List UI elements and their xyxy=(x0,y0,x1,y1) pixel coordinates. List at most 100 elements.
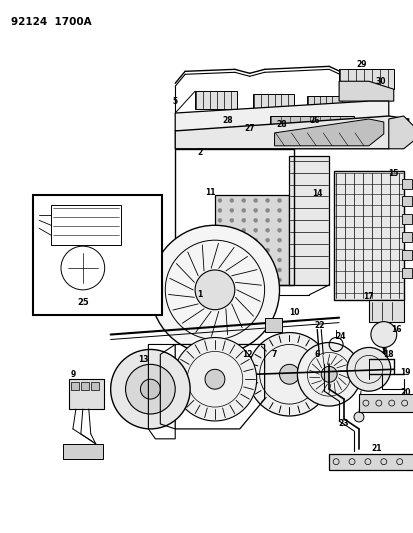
Circle shape xyxy=(229,208,233,212)
Text: 30: 30 xyxy=(375,77,385,86)
Text: 23: 23 xyxy=(338,419,349,429)
Circle shape xyxy=(353,412,363,422)
Text: 29: 29 xyxy=(356,60,366,69)
Text: 9: 9 xyxy=(70,370,75,379)
Polygon shape xyxy=(269,116,353,126)
Bar xyxy=(401,232,411,242)
Bar xyxy=(252,94,294,112)
Bar xyxy=(264,318,282,332)
Circle shape xyxy=(265,198,269,203)
Bar xyxy=(214,196,289,285)
Circle shape xyxy=(370,321,396,348)
Circle shape xyxy=(346,348,390,391)
Circle shape xyxy=(279,365,299,384)
Text: 26: 26 xyxy=(308,117,319,125)
Text: 15: 15 xyxy=(388,169,398,178)
Circle shape xyxy=(265,208,269,212)
Circle shape xyxy=(241,238,245,242)
Circle shape xyxy=(110,350,190,429)
Bar xyxy=(63,444,102,459)
Circle shape xyxy=(253,228,257,232)
Circle shape xyxy=(253,268,257,272)
Text: 5: 5 xyxy=(172,96,177,106)
Circle shape xyxy=(241,228,245,232)
Text: 2: 2 xyxy=(197,148,202,157)
Bar xyxy=(328,454,413,470)
Text: 27: 27 xyxy=(244,124,254,133)
Circle shape xyxy=(217,208,221,212)
Circle shape xyxy=(173,337,256,421)
Text: 92124  1700A: 92124 1700A xyxy=(11,17,92,27)
Circle shape xyxy=(241,268,245,272)
Circle shape xyxy=(253,278,257,282)
Circle shape xyxy=(265,258,269,262)
Circle shape xyxy=(265,228,269,232)
Circle shape xyxy=(253,258,257,262)
Circle shape xyxy=(265,248,269,252)
Circle shape xyxy=(217,268,221,272)
Circle shape xyxy=(277,208,281,212)
Text: 10: 10 xyxy=(288,308,299,317)
Circle shape xyxy=(217,219,221,222)
Polygon shape xyxy=(338,81,393,101)
Circle shape xyxy=(217,228,221,232)
Text: 21: 21 xyxy=(371,445,381,453)
Text: 24: 24 xyxy=(335,332,346,341)
Polygon shape xyxy=(175,101,388,131)
Circle shape xyxy=(277,278,281,282)
Text: 22: 22 xyxy=(313,321,324,330)
Circle shape xyxy=(241,248,245,252)
Text: 20: 20 xyxy=(399,387,410,397)
Circle shape xyxy=(253,208,257,212)
Text: 1: 1 xyxy=(197,290,202,300)
Circle shape xyxy=(217,198,221,203)
Bar xyxy=(71,382,78,390)
Polygon shape xyxy=(289,156,328,285)
Text: 16: 16 xyxy=(391,325,401,334)
Circle shape xyxy=(265,268,269,272)
Bar xyxy=(338,69,393,89)
Bar xyxy=(358,394,413,412)
Circle shape xyxy=(241,208,245,212)
Text: 25: 25 xyxy=(77,298,88,307)
Circle shape xyxy=(277,198,281,203)
Text: 13: 13 xyxy=(138,355,148,364)
Circle shape xyxy=(229,198,233,203)
Circle shape xyxy=(277,228,281,232)
Circle shape xyxy=(241,278,245,282)
Circle shape xyxy=(229,258,233,262)
Circle shape xyxy=(150,225,279,354)
Circle shape xyxy=(265,278,269,282)
Bar xyxy=(401,197,411,206)
Circle shape xyxy=(125,365,175,414)
Text: 28: 28 xyxy=(222,117,233,125)
Text: 6: 6 xyxy=(314,350,319,359)
Circle shape xyxy=(253,248,257,252)
Circle shape xyxy=(253,238,257,242)
Text: 11: 11 xyxy=(204,188,215,197)
Circle shape xyxy=(320,366,336,382)
Circle shape xyxy=(229,238,233,242)
Text: 17: 17 xyxy=(363,292,373,301)
Circle shape xyxy=(277,258,281,262)
Circle shape xyxy=(277,268,281,272)
Bar xyxy=(401,268,411,278)
Circle shape xyxy=(229,278,233,282)
Circle shape xyxy=(247,333,330,416)
Text: 12: 12 xyxy=(242,350,252,359)
Circle shape xyxy=(229,219,233,222)
Circle shape xyxy=(229,268,233,272)
Bar xyxy=(401,250,411,260)
Bar xyxy=(401,179,411,189)
Circle shape xyxy=(277,248,281,252)
Circle shape xyxy=(277,219,281,222)
Text: 7: 7 xyxy=(271,350,277,359)
Circle shape xyxy=(229,228,233,232)
Circle shape xyxy=(241,258,245,262)
Circle shape xyxy=(217,278,221,282)
Bar xyxy=(401,214,411,224)
Circle shape xyxy=(277,238,281,242)
Text: 18: 18 xyxy=(382,350,393,359)
Text: 8: 8 xyxy=(380,347,386,356)
Bar xyxy=(81,382,88,390)
